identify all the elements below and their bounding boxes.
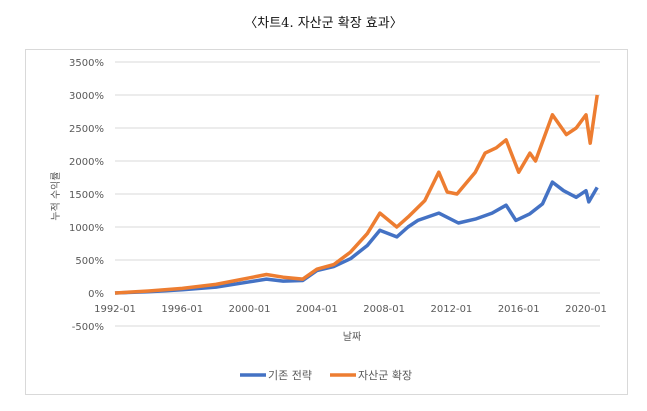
x-tick-label: 1992-01 xyxy=(94,304,136,315)
x-tick-label: 2020-01 xyxy=(565,304,607,315)
y-tick-label: 0% xyxy=(88,289,104,300)
y-tick-label: 2000% xyxy=(69,157,104,168)
y-tick-label: 3500% xyxy=(69,58,104,69)
x-tick-label: 2004-01 xyxy=(296,304,338,315)
chart-frame xyxy=(25,49,628,395)
y-tick-label: 1500% xyxy=(69,190,104,201)
legend-label: 자산군 확장 xyxy=(358,369,412,382)
y-tick-label: -500% xyxy=(72,322,104,333)
legend-label: 기존 전략 xyxy=(268,369,312,382)
y-tick-label: 2500% xyxy=(69,124,104,135)
y-tick-label: 500% xyxy=(75,256,104,267)
legend: 기존 전략 자산군 확장 xyxy=(240,369,412,382)
chart-title: 〈차트4. 자산군 확장 효과〉 xyxy=(244,16,403,31)
legend-item: 기존 전략 xyxy=(240,369,312,382)
gridlines xyxy=(115,61,600,327)
y-axis-title: 누적 수익률 xyxy=(50,171,62,220)
x-tick-labels: 1992-01 1996-01 2000-01 2004-01 2008-01 2012-… xyxy=(94,304,607,315)
x-axis-title: 날짜 xyxy=(343,331,361,343)
series-line-0 xyxy=(114,180,599,295)
x-tick-label: 1996-01 xyxy=(161,304,203,315)
y-tick-labels: -500% 0% 500% 1000% 1500% 2000% 2500% 3000% 3500… xyxy=(69,58,104,333)
x-tick-label: 2008-01 xyxy=(363,304,405,315)
x-tick-label: 2012-01 xyxy=(431,304,473,315)
series-line-1 xyxy=(114,94,599,295)
x-tick-label: 2016-01 xyxy=(498,304,540,315)
legend-item: 자산군 확장 xyxy=(330,369,412,382)
y-tick-label: 3000% xyxy=(69,91,104,102)
y-tick-label: 1000% xyxy=(69,223,104,234)
x-tick-label: 2000-01 xyxy=(229,304,271,315)
series-lines xyxy=(114,94,599,295)
